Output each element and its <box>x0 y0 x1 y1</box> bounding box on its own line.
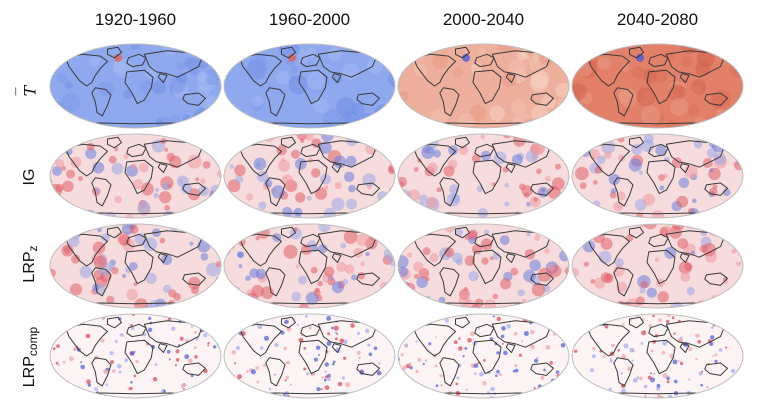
map-panel <box>397 43 570 129</box>
map-panel <box>223 43 396 129</box>
map-background <box>398 314 569 398</box>
map-background <box>50 314 221 398</box>
column-title-2: 1960-2000 <box>268 10 351 29</box>
map-panel <box>223 313 396 399</box>
column-title-3: 2000-2040 <box>442 10 525 29</box>
map-panel <box>571 223 744 309</box>
map-border <box>571 43 744 129</box>
map-border <box>49 223 222 309</box>
map-panel <box>49 313 222 399</box>
map-border <box>571 223 744 309</box>
map-border <box>49 313 222 399</box>
column-title-4: 2040-2080 <box>616 10 699 29</box>
map-border <box>571 313 744 399</box>
map-border <box>49 43 222 129</box>
map-panel <box>571 43 744 129</box>
map-panel <box>49 133 222 219</box>
map-background <box>224 134 395 218</box>
map-panel <box>49 223 222 309</box>
map-panel <box>571 313 744 399</box>
map-border <box>223 43 396 129</box>
map-border <box>397 223 570 309</box>
map-panel <box>397 313 570 399</box>
map-panel <box>223 223 396 309</box>
map-border <box>397 43 570 129</box>
map-border <box>397 313 570 399</box>
map-background <box>572 224 743 308</box>
map-panel <box>397 133 570 219</box>
map-border <box>223 133 396 219</box>
map-border <box>571 133 744 219</box>
map-border <box>49 133 222 219</box>
map-background <box>224 314 395 398</box>
map-panel <box>397 223 570 309</box>
map-border <box>223 313 396 399</box>
map-panel <box>223 133 396 219</box>
map-background <box>572 314 743 398</box>
map-border <box>397 133 570 219</box>
map-panel <box>571 133 744 219</box>
map-background <box>50 134 221 218</box>
map-background <box>398 224 569 308</box>
map-panel <box>49 43 222 129</box>
column-title-1: 1920-1960 <box>94 10 177 29</box>
map-border <box>223 223 396 309</box>
